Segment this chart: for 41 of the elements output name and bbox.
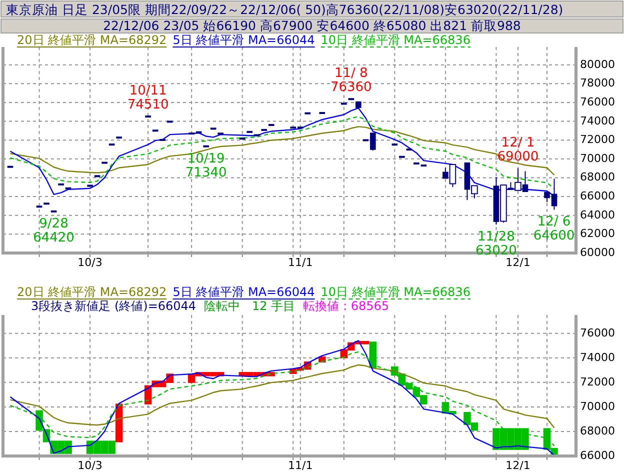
x-tick-label: 11/1 [288,256,313,269]
annotation: 12/ 6 64600 [533,214,575,244]
y-tick-label: 70000 [580,152,615,165]
annotation: 10/11 74510 [127,84,169,113]
y-tick-label: 62000 [580,227,615,240]
annotation: 9/28 64420 [33,216,74,246]
annotation: 11/ 8 76360 [330,66,372,96]
y-tick-label: 74000 [580,350,615,364]
y-tick-label: 68000 [580,170,615,184]
y-tick-label: 70000 [580,400,615,413]
text: 10日 終値平滑 MA=66836 [320,33,470,47]
y-tick-label: 74000 [580,114,615,128]
chart-title: 東京原油 日足 23/05限 期間22/09/22～22/12/06( 50)高76360(22/11/08)安63020(22/11/28) [6,2,564,17]
y-tick-label: 66000 [580,449,615,462]
x-tick-label: 12/1 [506,459,530,472]
text: 20日 終値平滑 MA=68292 [17,285,167,299]
annotation: 11/28 63020 [476,230,517,259]
y-tick-label: 78000 [580,76,615,90]
y-tick-label: 76000 [580,326,615,340]
text: 20日 終値平滑 MA=68292 [17,33,167,47]
text: 5日 終値平滑 MA=66044 [172,33,315,47]
text: 5日 終値平滑 MA=66044 [172,285,315,299]
annotation: 10/19 71340 [185,151,227,180]
x-tick-label: 12/1 [506,256,530,269]
x-tick-label: 10/3 [78,459,102,472]
chart-subtitle: 22/12/06 23/05 始66190 高67900 安64600 終65080 出821 前取988 [103,18,521,33]
x-tick-label: 11/1 [288,459,313,472]
y-tick-label: 64000 [580,208,615,222]
text: 10日 終値平滑 MA=66836 [320,285,470,299]
y-tick-label: 72000 [580,133,615,146]
text: 3段抜き新値足 (終値)=66044 [31,299,196,313]
y-tick-label: 72000 [580,375,615,388]
y-tick-label: 60000 [580,246,615,260]
y-tick-label: 66000 [580,190,615,203]
x-tick-label: 10/3 [78,256,102,269]
text: 転換値 : 68565 [303,299,389,313]
text: 陰転中 12 手目 [204,299,296,313]
annotation: 12/ 1 69000 [497,135,539,164]
y-tick-label: 76000 [580,96,615,109]
y-tick-label: 80000 [580,58,615,71]
y-tick-label: 68000 [580,424,615,438]
